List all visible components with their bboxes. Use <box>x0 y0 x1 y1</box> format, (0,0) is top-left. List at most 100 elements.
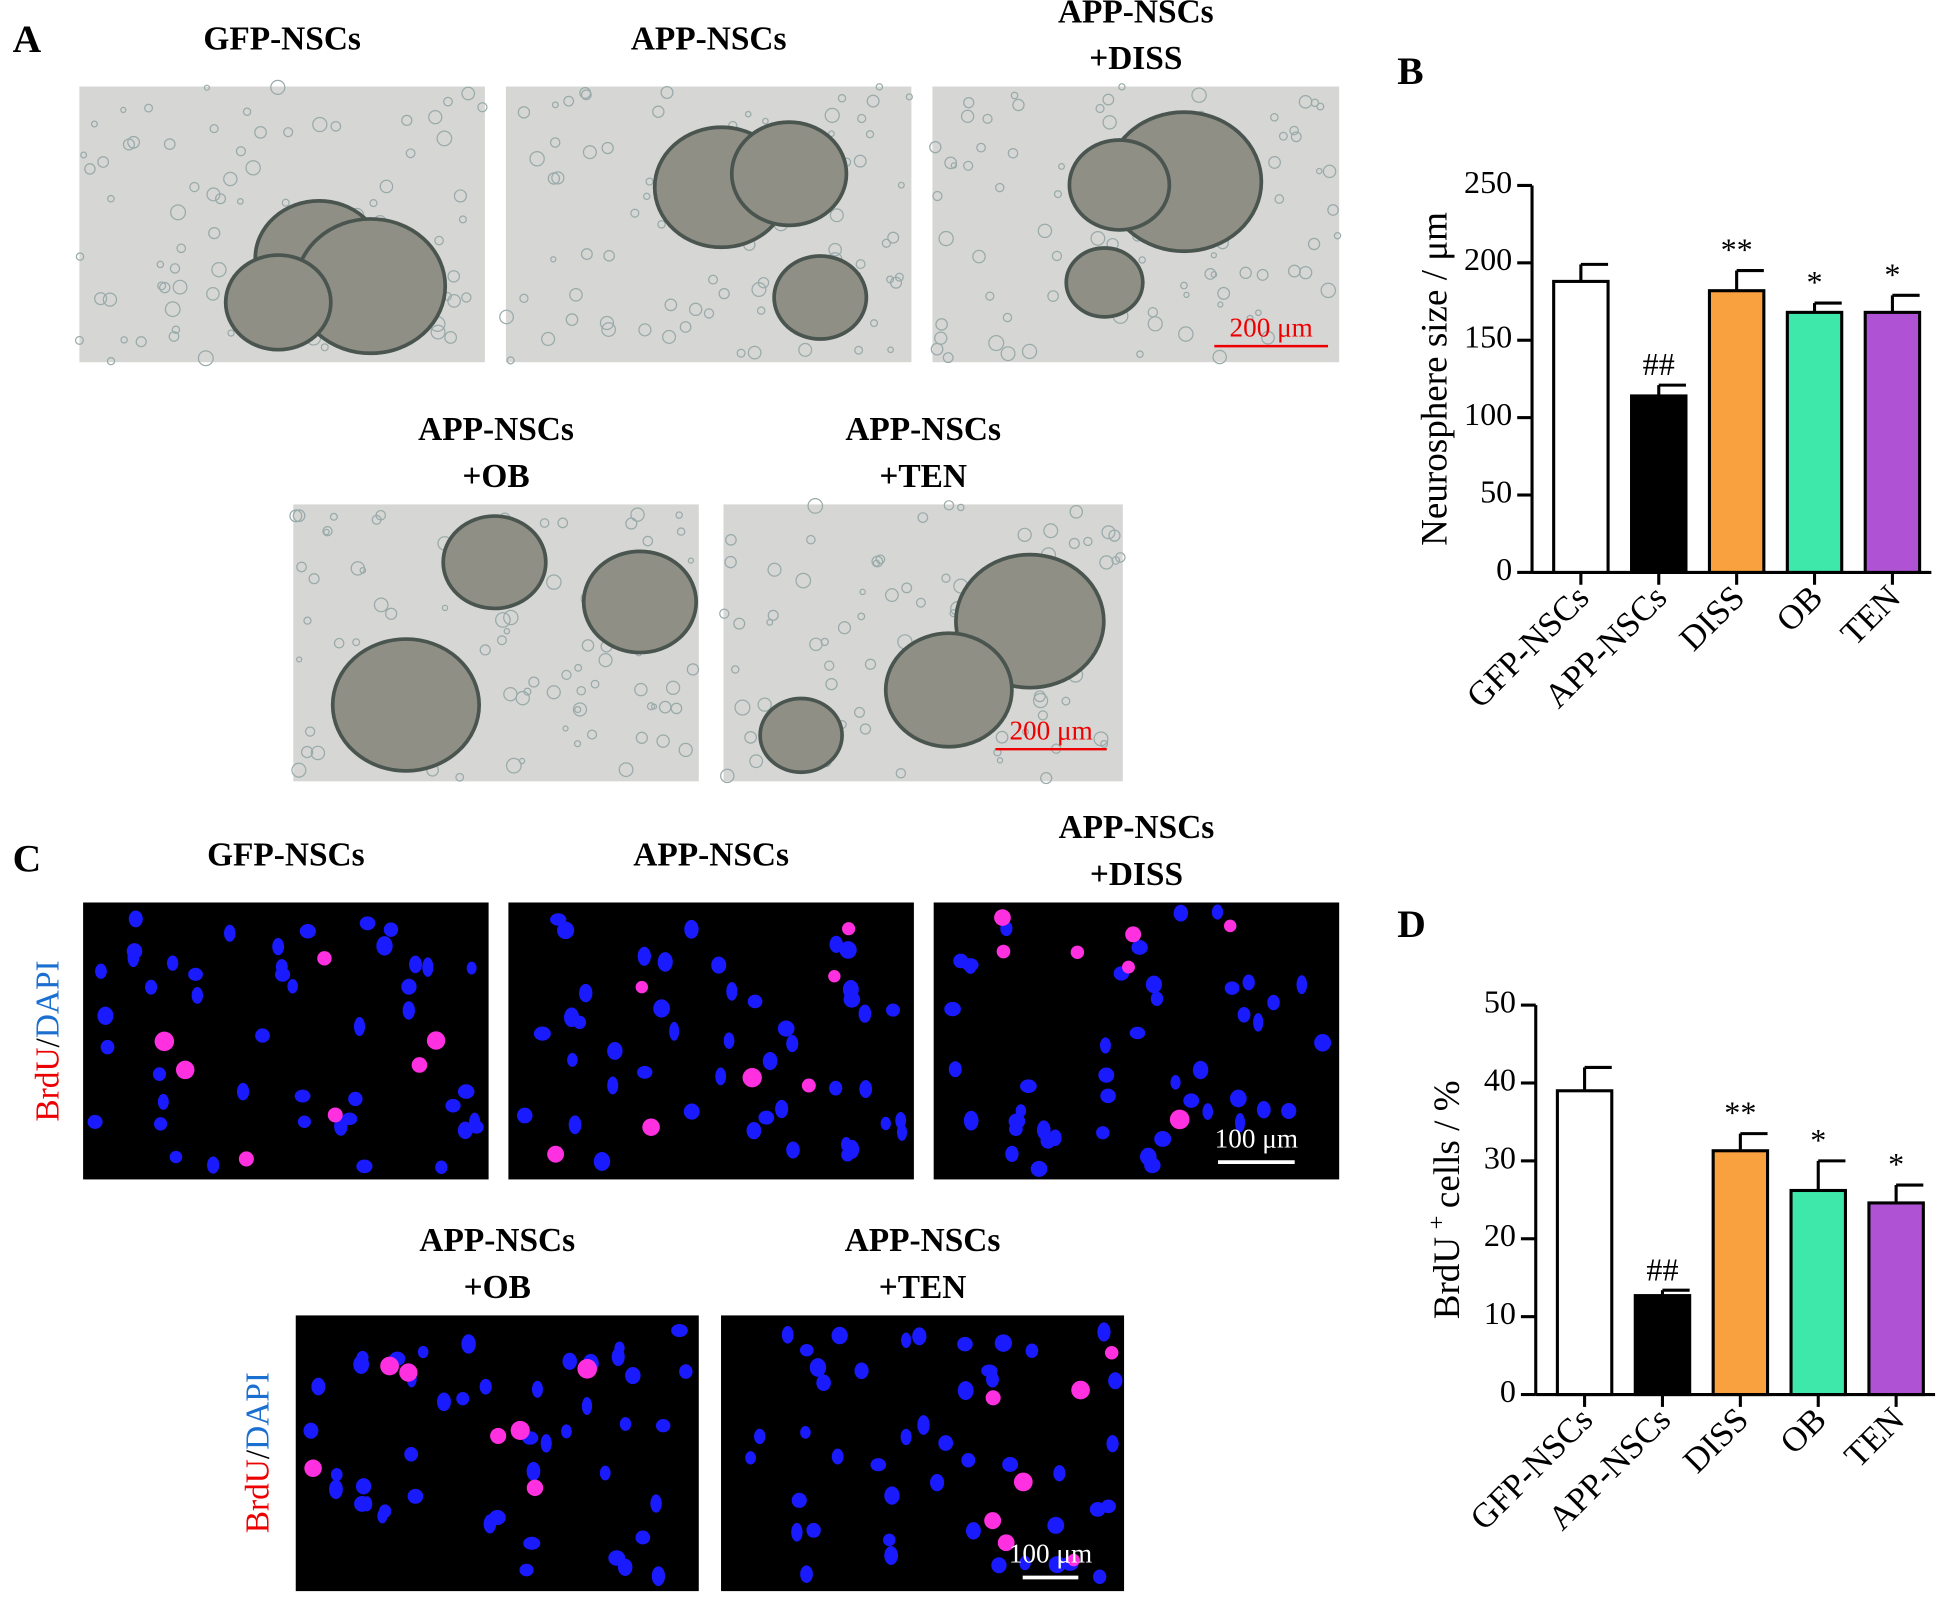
nucleus <box>1242 974 1255 991</box>
cell <box>656 734 670 748</box>
cell <box>857 612 866 621</box>
cell <box>854 345 864 355</box>
cell <box>1102 115 1117 130</box>
nucleus <box>274 967 291 982</box>
cell <box>333 637 345 649</box>
cell <box>120 106 127 114</box>
nucleus <box>479 1378 492 1395</box>
cell <box>477 102 488 113</box>
image-title: APP-NSCs <box>1059 809 1215 846</box>
cell <box>1255 309 1262 317</box>
cell <box>371 514 382 525</box>
cell <box>197 350 214 367</box>
image-title: APP-NSCs <box>418 411 574 448</box>
scale-bar-label: 100 μm <box>1215 1123 1298 1153</box>
cell <box>164 301 181 318</box>
nucleus <box>550 913 567 926</box>
cell <box>519 293 529 303</box>
cell <box>988 335 1005 352</box>
cell <box>1068 537 1080 550</box>
cell <box>1270 113 1279 122</box>
nucleus <box>1053 1465 1066 1482</box>
nucleus <box>747 994 763 1009</box>
nucleus <box>1173 904 1189 922</box>
cell <box>283 127 294 138</box>
nucleus <box>1106 1435 1119 1453</box>
nucleus <box>294 1089 311 1103</box>
cell <box>168 331 180 342</box>
cell <box>461 292 472 303</box>
nucleus <box>1089 1502 1106 1517</box>
significance-label: * <box>1884 256 1900 292</box>
nucleus <box>599 1465 611 1481</box>
y-tick-label: 0 <box>1500 1373 1516 1409</box>
nucleus <box>531 1380 543 1398</box>
cell <box>443 96 453 107</box>
nucleus <box>1030 1160 1048 1177</box>
nucleus <box>777 1020 795 1037</box>
cell <box>995 182 1005 193</box>
stain-label: BrdU/DAPI <box>240 1372 277 1533</box>
cell <box>1061 696 1071 706</box>
cell <box>499 309 514 325</box>
brdu-nucleus <box>238 1151 254 1167</box>
cell <box>875 554 886 565</box>
nucleus <box>657 952 673 972</box>
cell <box>897 181 905 189</box>
cell <box>798 342 813 357</box>
nucleus <box>1224 981 1240 995</box>
panel-label: B <box>1397 49 1423 93</box>
cell <box>1210 252 1217 259</box>
nucleus <box>435 1160 448 1175</box>
nucleus <box>944 1001 961 1017</box>
cell <box>757 697 772 712</box>
nucleus <box>409 955 422 974</box>
cell <box>1037 710 1048 721</box>
cell <box>1322 164 1337 179</box>
nucleus <box>236 1082 250 1101</box>
nucleus <box>311 1377 326 1396</box>
nucleus <box>407 1488 424 1504</box>
cell <box>857 113 867 124</box>
cell <box>461 86 476 101</box>
cell <box>744 730 758 744</box>
cell <box>308 573 320 585</box>
cell <box>235 146 247 157</box>
brdu-nucleus <box>577 1359 598 1379</box>
cell <box>80 151 88 159</box>
nucleus <box>1096 1126 1110 1140</box>
nucleus <box>957 1381 974 1401</box>
nucleus <box>1170 1075 1181 1090</box>
nucleus <box>831 1448 844 1465</box>
bar <box>1785 310 1844 574</box>
cell <box>660 85 674 100</box>
y-tick-label: 150 <box>1464 319 1512 355</box>
x-tick-label: DISS <box>1672 578 1752 658</box>
image-title: +OB <box>462 458 529 495</box>
cell <box>1022 728 1029 736</box>
nucleus <box>1256 1101 1271 1119</box>
brdu-nucleus <box>1125 926 1142 943</box>
cell <box>270 79 286 95</box>
x-tick-label: DISS <box>1676 1401 1756 1481</box>
nucleus <box>417 1345 429 1359</box>
cell <box>506 356 515 365</box>
cell <box>1069 505 1084 519</box>
cell <box>546 685 561 700</box>
cell <box>744 110 752 118</box>
nucleus <box>1229 1089 1247 1108</box>
cell <box>675 511 683 519</box>
cell <box>565 313 579 326</box>
cell <box>581 639 595 652</box>
cell <box>957 503 965 512</box>
cell <box>1032 692 1049 709</box>
nucleus <box>754 1428 766 1445</box>
cell <box>373 597 389 613</box>
cell <box>806 534 816 545</box>
cell <box>825 677 838 691</box>
nucleus <box>383 922 399 937</box>
nucleus <box>669 1021 680 1041</box>
y-tick-label: 0 <box>1496 551 1512 587</box>
nucleus <box>376 936 393 956</box>
nucleus <box>516 1107 533 1124</box>
